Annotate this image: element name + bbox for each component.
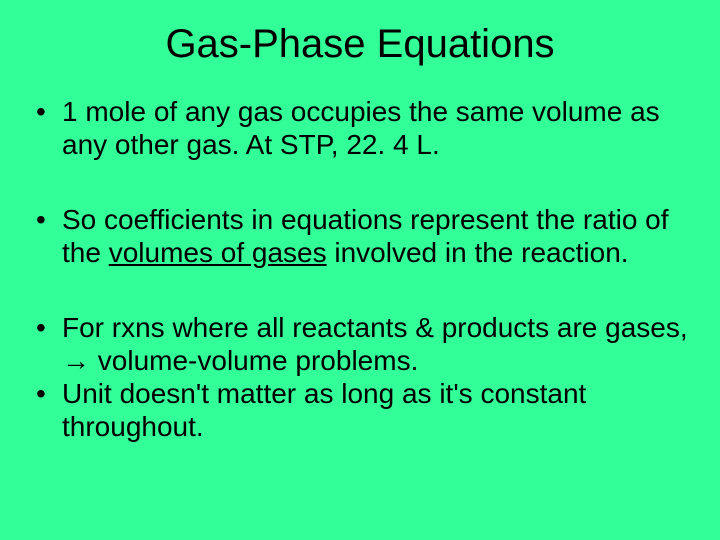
slide-title: Gas-Phase Equations xyxy=(30,22,690,67)
bullet-text-segment: → xyxy=(62,345,90,376)
bullet-list: 1 mole of any gas occupies the same volu… xyxy=(30,95,690,443)
bullet-text-segment: Unit doesn't matter as long as it's cons… xyxy=(62,378,586,442)
bullet-text-segment: volume-volume problems. xyxy=(90,345,418,376)
bullet-text-segment: volumes of gases xyxy=(109,237,327,268)
bullet-item: For rxns where all reactants & products … xyxy=(30,311,690,377)
bullet-text-segment: For rxns where all reactants & products … xyxy=(62,312,688,343)
bullet-text-segment: 1 mole of any gas occupies the same volu… xyxy=(62,96,660,160)
bullet-text-segment: involved in the reaction. xyxy=(327,237,629,268)
slide: Gas-Phase Equations 1 mole of any gas oc… xyxy=(0,0,720,540)
bullet-item: Unit doesn't matter as long as it's cons… xyxy=(30,377,690,443)
bullet-item: So coefficients in equations represent t… xyxy=(30,203,690,269)
bullet-item: 1 mole of any gas occupies the same volu… xyxy=(30,95,690,161)
